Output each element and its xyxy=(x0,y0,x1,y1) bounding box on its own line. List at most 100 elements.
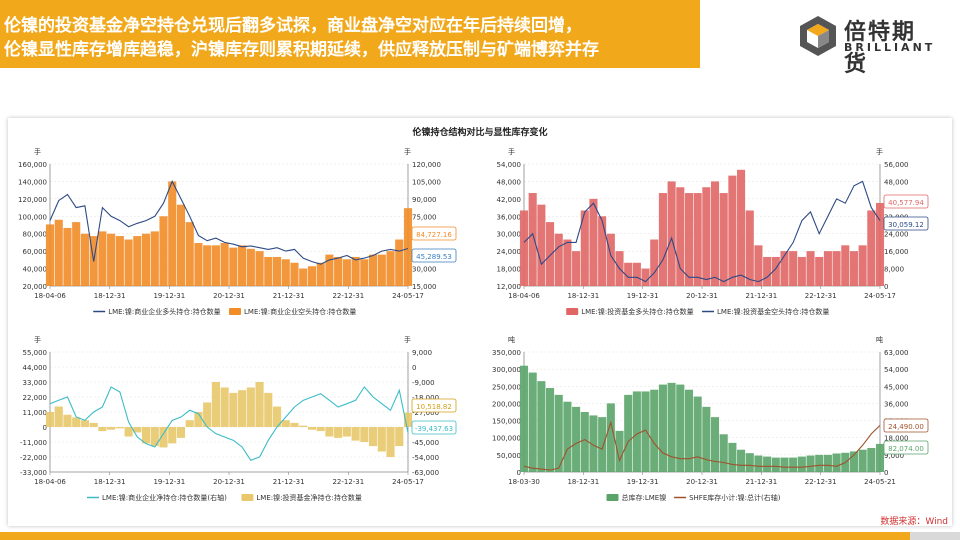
area-bar xyxy=(220,387,229,427)
area-bar xyxy=(572,406,581,472)
value-callout-label: 24,490.00 xyxy=(888,423,924,431)
area-bar xyxy=(650,239,659,286)
area-bar xyxy=(719,193,728,286)
area-bar xyxy=(272,256,282,286)
bottom-bar xyxy=(0,532,960,540)
area-bar xyxy=(203,245,212,286)
right-tick-label: -27,000 xyxy=(412,409,439,417)
area-bar xyxy=(580,210,589,286)
series-line xyxy=(523,420,881,471)
value-callout-box xyxy=(411,248,457,263)
right-tick-label: 24,000 xyxy=(884,231,909,239)
area-bar xyxy=(719,434,728,472)
left-tick-label: 20,000 xyxy=(23,283,48,291)
area-bar xyxy=(606,233,615,286)
area-bar xyxy=(754,245,763,286)
charts-svg: 伦镍持仓结构对比与显性库存变化 160,000 140,000 120,000 100… xyxy=(18,126,929,502)
right-tick-label: -45,000 xyxy=(412,439,439,447)
area-bar xyxy=(789,457,798,472)
headline-line-2: 伦镍显性库存增库趋稳，沪镍库存则累积期延续，供应释放压制与矿端博弈并存 xyxy=(4,40,599,60)
data-source: 数据来源：Wind xyxy=(880,517,948,527)
area-bar xyxy=(168,181,177,286)
series-line xyxy=(523,180,881,283)
right-unit-label: 手 xyxy=(876,147,883,156)
bottom-bar-right xyxy=(910,532,960,540)
area-bar xyxy=(858,245,867,286)
right-unit-label: 吨 xyxy=(876,335,883,344)
x-tick-label: 22-12-31 xyxy=(332,292,364,300)
area-bar xyxy=(832,453,841,472)
legend-label: LME:镍:商业企业空头持仓:持仓数量 xyxy=(244,307,356,316)
left-tick-label: -22,000 xyxy=(20,454,47,462)
x-tick-label: 19-12-31 xyxy=(153,478,185,486)
right-tick-label: 9,000 xyxy=(412,349,432,357)
value-callout-box xyxy=(883,418,929,433)
area-bar xyxy=(115,427,124,429)
area-bar xyxy=(342,259,351,286)
area-bar xyxy=(246,387,255,427)
x-tick-label: 24-05-17 xyxy=(864,292,896,300)
x-tick-label: 22-12-31 xyxy=(805,292,837,300)
area-bar xyxy=(815,454,824,472)
x-tick-label: 18-12-31 xyxy=(567,478,599,486)
area-bar xyxy=(377,427,386,452)
left-tick-label: 80,000 xyxy=(23,231,48,239)
area-bar xyxy=(220,243,229,286)
area-bar xyxy=(763,256,772,286)
area-bar xyxy=(797,456,806,472)
right-tick-label: 30,000 xyxy=(412,266,437,274)
value-callout-label: 40,577.94 xyxy=(888,199,924,207)
area-bar xyxy=(299,268,308,286)
area-bar xyxy=(54,219,63,286)
area-bar xyxy=(360,259,369,286)
area-bar xyxy=(806,251,815,286)
area-bar xyxy=(849,251,858,286)
area-bar xyxy=(658,384,667,472)
right-tick-label: 0 xyxy=(884,283,888,291)
left-tick-label: 100,000 xyxy=(18,213,47,221)
area-bar xyxy=(63,227,72,286)
logo-name: 倍特期货 xyxy=(844,20,917,77)
value-callout-box xyxy=(411,398,457,413)
area-bar xyxy=(598,417,607,472)
area-bar xyxy=(386,251,395,286)
value-callout-label: 82,074.00 xyxy=(888,445,924,453)
area-bar xyxy=(107,233,116,286)
area-bar xyxy=(211,382,220,427)
area-bar xyxy=(98,427,107,432)
area-bar xyxy=(676,384,685,472)
left-tick-label: 30,000 xyxy=(497,231,522,239)
x-tick-label: 19-12-31 xyxy=(627,478,659,486)
legend-swatch xyxy=(566,308,579,315)
area-bar xyxy=(141,233,151,286)
area-bar xyxy=(246,248,255,286)
legend-label: LME:镍:商业企业净持仓:持仓数量(右轴) xyxy=(102,493,227,502)
value-callout-box xyxy=(883,216,929,231)
x-tick-label: 22-12-31 xyxy=(805,478,837,486)
area-bar xyxy=(710,417,720,472)
area-bar xyxy=(255,251,264,286)
area-bar xyxy=(45,224,55,286)
area-bar xyxy=(211,245,220,286)
area-bar xyxy=(176,204,186,286)
area-bar xyxy=(159,216,168,286)
area-bar xyxy=(194,243,203,286)
right-tick-label: -18,000 xyxy=(412,394,439,402)
x-tick-label: 20-12-31 xyxy=(686,478,718,486)
area-bar xyxy=(124,239,133,286)
area-bar xyxy=(598,216,607,286)
area-bar xyxy=(281,259,290,286)
area-bar xyxy=(771,256,780,286)
left-tick-label: 40,000 xyxy=(23,266,48,274)
x-tick-label: 21-12-31 xyxy=(273,292,305,300)
area-bar xyxy=(763,456,772,472)
area-bar xyxy=(537,381,546,472)
left-tick-label: 200,000 xyxy=(492,400,521,408)
x-tick-label: 18-12-31 xyxy=(567,292,599,300)
right-tick-label: 36,000 xyxy=(884,400,909,408)
x-tick-label: 21-12-31 xyxy=(745,292,777,300)
area-bar xyxy=(229,392,238,427)
brand-logo: 倍特期货 BRILLIANT xyxy=(798,14,938,77)
right-tick-label: 63,000 xyxy=(884,349,909,357)
area-bar xyxy=(632,262,641,286)
